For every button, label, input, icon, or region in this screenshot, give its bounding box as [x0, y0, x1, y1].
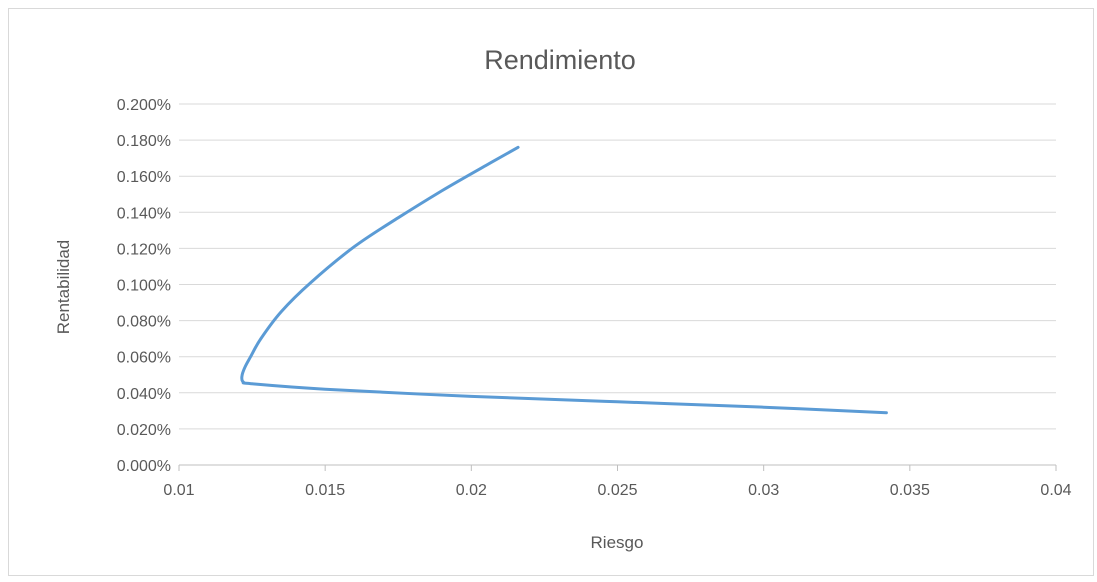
- y-tick-label: 0.120%: [117, 241, 171, 258]
- x-axis-title: Riesgo: [591, 533, 644, 552]
- x-axis-ticks: 0.01 0.015 0.02 0.025 0.03 0.035 0.04: [163, 465, 1072, 499]
- y-tick-label: 0.160%: [117, 169, 171, 186]
- y-tick-label: 0.100%: [117, 278, 171, 295]
- y-tick-label: 0.060%: [117, 350, 171, 367]
- gridlines: [179, 103, 1056, 430]
- y-tick-label: 0.040%: [117, 386, 171, 403]
- x-tick-label: 0.025: [597, 482, 637, 499]
- y-tick-label: 0.200%: [117, 97, 171, 114]
- y-tick-label: 0.180%: [117, 133, 171, 150]
- y-tick-label: 0.140%: [117, 205, 171, 222]
- x-tick-label: 0.015: [305, 482, 345, 499]
- x-tick-label: 0.02: [456, 482, 487, 499]
- y-tick-label: 0.080%: [117, 314, 171, 331]
- y-axis-ticks: 0.000% 0.020% 0.040% 0.060% 0.080% 0.100% 0.12…: [117, 97, 171, 475]
- x-tick-label: 0.03: [748, 482, 779, 499]
- y-tick-label: 0.000%: [117, 458, 171, 475]
- y-tick-label: 0.020%: [117, 422, 171, 439]
- frontier-line: [240, 145, 888, 415]
- x-tick-label: 0.035: [890, 482, 930, 499]
- y-axis-title: Rentabilidad: [54, 240, 73, 335]
- efficient-frontier-chart: Rendimiento 0.000% 0.020% 0.040% 0.060% 0.08…: [54, 45, 1072, 552]
- chart-title: Rendimiento: [484, 45, 636, 75]
- chart-frame: Rendimiento 0.000% 0.020% 0.040% 0.060% 0.08…: [8, 8, 1094, 576]
- x-tick-label: 0.01: [163, 482, 194, 499]
- x-tick-label: 0.04: [1040, 482, 1071, 499]
